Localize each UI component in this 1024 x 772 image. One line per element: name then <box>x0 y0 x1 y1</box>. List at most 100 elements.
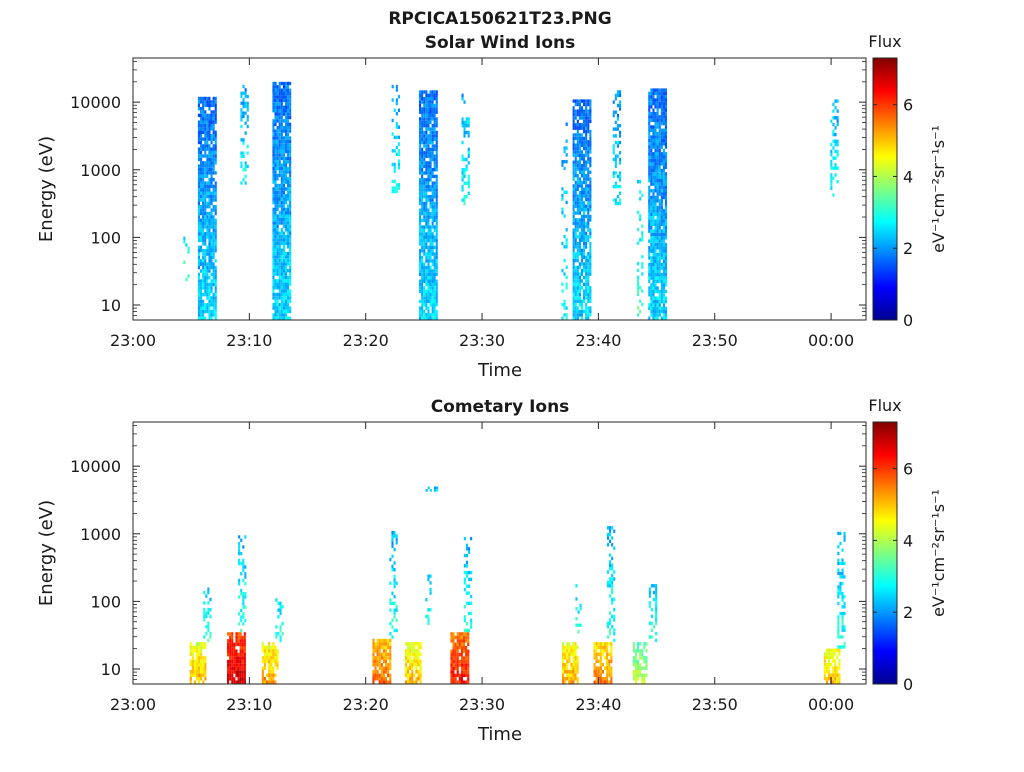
heatmap-cell <box>578 303 581 307</box>
heatmap-cell <box>389 632 392 636</box>
heatmap-cell <box>825 666 828 670</box>
heatmap-cell <box>664 279 667 284</box>
heatmap-cell <box>574 252 577 256</box>
heatmap-cell <box>202 269 205 273</box>
heatmap-cell <box>202 276 205 280</box>
heatmap-cell <box>207 611 210 615</box>
heatmap-cell <box>574 652 577 657</box>
heatmap-cell <box>662 91 665 96</box>
heatmap-cell <box>419 168 422 172</box>
heatmap-cell <box>242 168 245 172</box>
heatmap-cell <box>585 306 588 310</box>
heatmap-cell <box>374 677 377 681</box>
heatmap-cell <box>561 289 564 293</box>
heatmap-cell <box>280 146 283 150</box>
heatmap-cell <box>652 95 655 99</box>
heatmap-cell <box>576 663 579 667</box>
heatmap-cell <box>656 179 659 183</box>
heatmap-cell <box>574 225 577 229</box>
heatmap-cell <box>576 119 579 124</box>
heatmap-cell <box>421 107 424 111</box>
heatmap-cell <box>280 122 283 126</box>
heatmap-cell <box>282 269 285 273</box>
heatmap-cell <box>197 221 200 226</box>
heatmap-cell <box>280 143 283 147</box>
heatmap-cell <box>210 181 213 185</box>
heatmap-cell <box>202 309 205 314</box>
heatmap-cell <box>417 673 420 677</box>
heatmap-cell <box>189 645 192 650</box>
heatmap-cell <box>239 639 242 643</box>
heatmap-cell <box>660 293 663 297</box>
heatmap-cell <box>463 618 466 622</box>
heatmap-cell <box>838 676 841 681</box>
heatmap-cell <box>272 102 275 106</box>
heatmap-cell <box>576 218 579 222</box>
heatmap-cell <box>562 642 565 646</box>
heatmap-cell <box>276 656 279 660</box>
heatmap-cell <box>465 622 468 626</box>
heatmap-cell <box>397 183 400 187</box>
heatmap-cell <box>421 276 424 280</box>
heatmap-cell <box>200 181 203 185</box>
heatmap-cell <box>212 218 215 222</box>
heatmap-cell <box>419 225 422 229</box>
heatmap-cell <box>654 239 657 243</box>
heatmap-cell <box>289 269 292 273</box>
heatmap-cell <box>585 163 588 168</box>
heatmap-cell <box>572 194 575 198</box>
heatmap-cell <box>276 88 279 92</box>
heatmap-cell <box>654 222 657 226</box>
heatmap-cell <box>204 659 207 664</box>
heatmap-cell <box>212 171 215 175</box>
heatmap-cell <box>376 649 379 653</box>
heatmap-cell <box>435 188 438 192</box>
heatmap-cell <box>611 536 614 540</box>
heatmap-cell <box>585 133 588 137</box>
heatmap-cell <box>241 666 244 671</box>
heatmap-cell <box>614 97 617 101</box>
heatmap-cell <box>272 677 275 681</box>
heatmap-cell <box>278 129 281 133</box>
heatmap-cell <box>664 256 667 260</box>
heatmap-cell <box>576 292 579 297</box>
heatmap-cell <box>279 638 282 643</box>
heatmap-cell <box>838 662 841 667</box>
heatmap-cell <box>280 183 283 188</box>
heatmap-cell <box>662 249 665 253</box>
heatmap-cell <box>429 110 432 114</box>
heatmap-cell <box>289 194 292 198</box>
heatmap-cell <box>637 289 640 293</box>
heatmap-cell <box>460 649 463 653</box>
heatmap-cell <box>650 115 653 119</box>
heatmap-cell <box>609 560 612 564</box>
heatmap-cell <box>610 666 613 670</box>
heatmap-cell <box>210 164 213 168</box>
heatmap-cell <box>274 224 277 229</box>
heatmap-cell <box>619 184 622 189</box>
heatmap-cell <box>583 194 586 198</box>
heatmap-cell <box>289 180 292 184</box>
heatmap-cell <box>210 235 213 239</box>
heatmap-cell <box>285 217 288 222</box>
heatmap-cell <box>583 119 586 124</box>
heatmap-cell <box>425 184 428 189</box>
heatmap-cell <box>197 296 200 300</box>
heatmap-cell <box>240 588 243 593</box>
heatmap-cell <box>240 108 243 112</box>
heatmap-cell <box>656 168 659 173</box>
heatmap-cell <box>433 97 436 101</box>
heatmap-cell <box>608 673 611 677</box>
heatmap-cell <box>576 133 579 137</box>
heatmap-cell <box>583 146 586 151</box>
heatmap-cell <box>431 137 434 141</box>
heatmap-cell <box>574 296 577 300</box>
heatmap-cell <box>648 115 651 119</box>
heatmap-cell <box>280 156 283 161</box>
heatmap-cell <box>425 134 428 138</box>
heatmap-cell <box>214 272 217 277</box>
heatmap-cell <box>214 134 217 138</box>
heatmap-cell <box>425 259 428 263</box>
heatmap-cell <box>433 235 436 239</box>
heatmap-cell <box>572 663 575 667</box>
